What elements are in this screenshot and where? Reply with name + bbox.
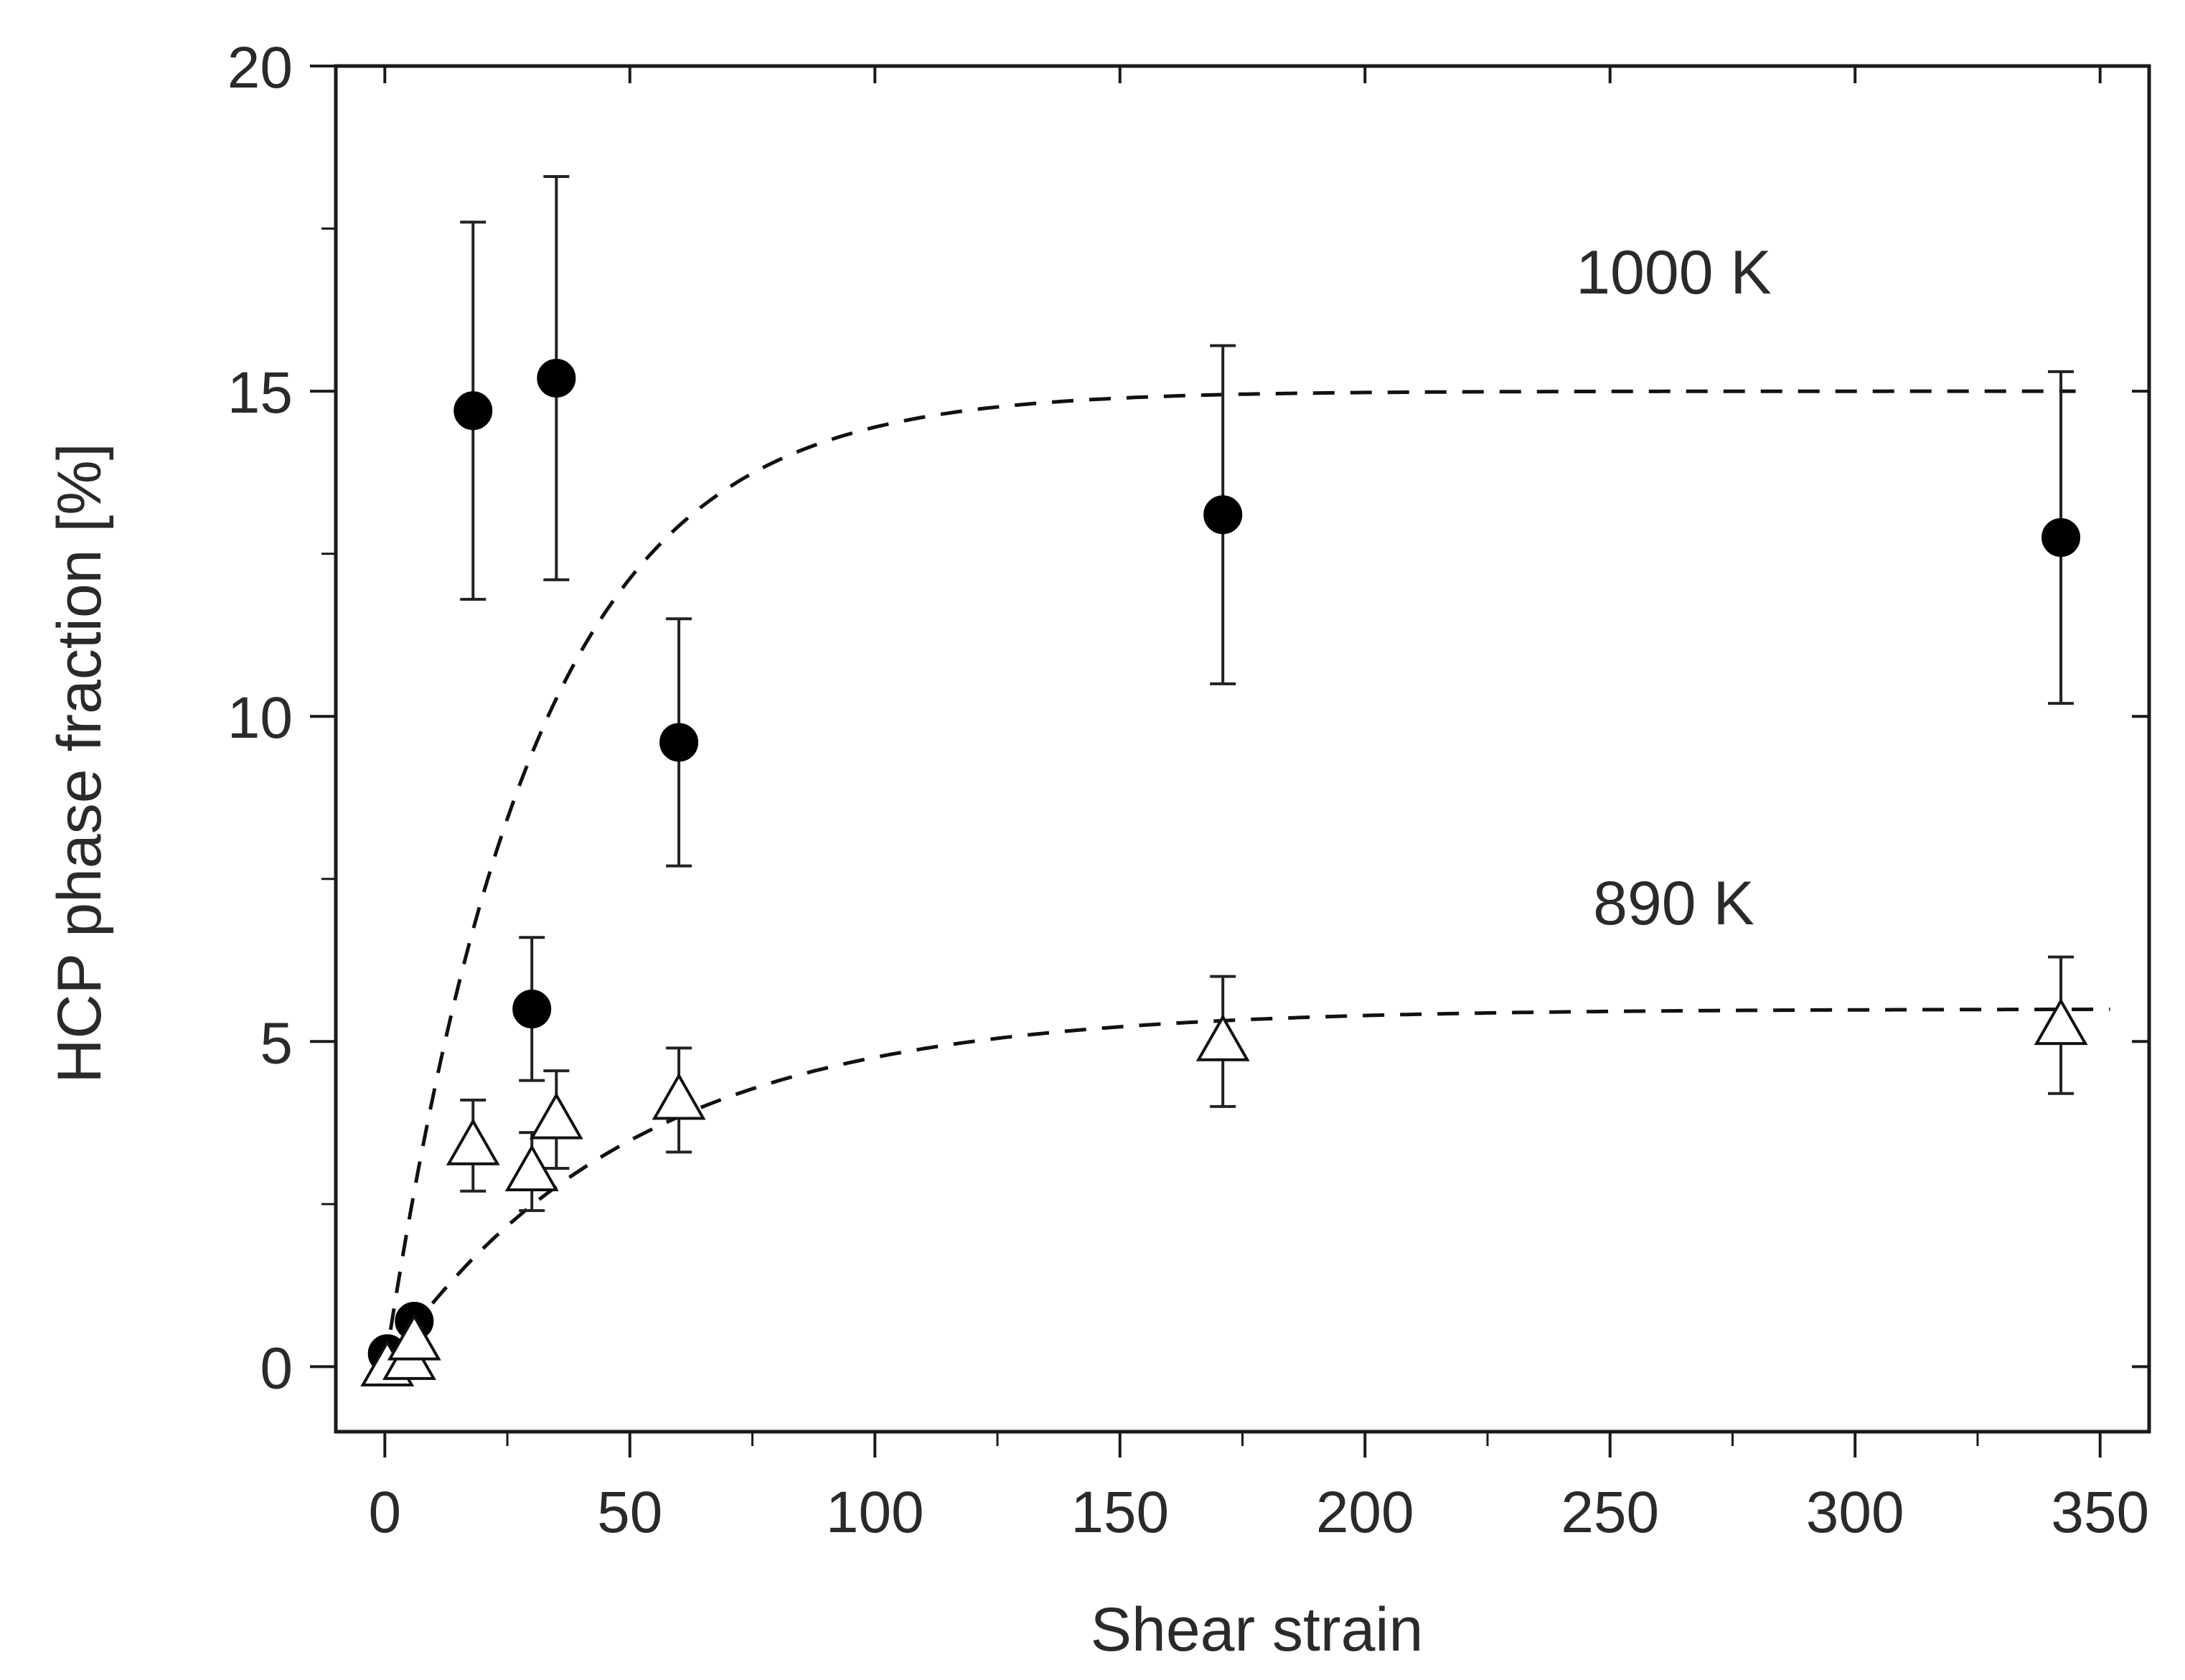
axes <box>310 64 2151 1458</box>
series-annotation: 890 K <box>1593 869 1754 938</box>
y-tick-label: 15 <box>227 360 293 426</box>
x-tick-label: 0 <box>368 1480 401 1545</box>
data-point-circle <box>512 989 552 1028</box>
x-tick-label: 350 <box>2051 1480 2149 1545</box>
x-tick-label: 250 <box>1561 1480 1659 1545</box>
y-tick-label: 5 <box>260 1010 293 1076</box>
fit-curve <box>408 1007 2110 1334</box>
x-tick-label: 200 <box>1316 1480 1414 1545</box>
x-tick-label: 100 <box>826 1480 924 1545</box>
y-tick-label: 10 <box>227 685 293 751</box>
data-point-circle <box>1203 495 1243 535</box>
series-annotation: 1000 K <box>1576 238 1772 307</box>
y-tick-label: 20 <box>227 35 293 100</box>
x-tick-label: 300 <box>1806 1480 1904 1545</box>
data-point-circle <box>454 391 493 431</box>
data-point-triangle <box>529 1092 583 1140</box>
data-point-triangle <box>504 1144 559 1192</box>
plot-frame <box>334 64 2151 1434</box>
fit-curves <box>382 389 2110 1367</box>
x-axis-title: Shear strain <box>1091 1595 1424 1664</box>
data-points <box>360 358 2088 1386</box>
data-point-triangle <box>446 1118 500 1165</box>
data-point-circle <box>659 723 699 762</box>
x-tick-label: 150 <box>1071 1480 1169 1545</box>
data-point-triangle <box>2034 998 2088 1046</box>
data-point-circle <box>537 358 576 398</box>
y-tick-label: 0 <box>260 1336 293 1401</box>
data-point-circle <box>2041 517 2081 557</box>
data-point-triangle <box>387 1313 441 1361</box>
data-point-triangle <box>652 1072 706 1120</box>
error-bars <box>460 175 2074 1212</box>
labels: 0 50 100 150 200 250 300 350 0 5 10 15 20 Shear strai… <box>45 35 2149 1664</box>
fit-curve <box>382 389 2076 1367</box>
data-point-triangle <box>1195 1014 1250 1061</box>
x-tick-label: 50 <box>597 1480 662 1545</box>
y-axis-title: HCP phase fraction [%] <box>45 443 114 1083</box>
